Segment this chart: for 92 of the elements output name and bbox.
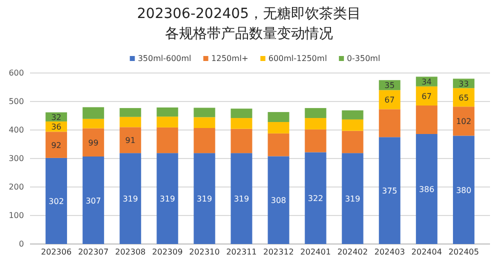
bar: [194, 128, 216, 154]
data-label: 319: [344, 194, 360, 204]
bar: [304, 118, 326, 130]
bar: [82, 156, 104, 244]
y-tick-label: 400: [8, 126, 24, 135]
bar: [156, 153, 178, 244]
bar: [416, 134, 438, 244]
x-tick-label: 202403: [374, 248, 405, 257]
bar: [378, 137, 400, 244]
data-label: 319: [122, 194, 138, 204]
bar: [82, 118, 104, 128]
chart-title: 202306-202405，无糖即饮茶类目: [137, 6, 361, 22]
bar: [156, 107, 178, 117]
data-label: 67: [384, 96, 395, 105]
bar: [268, 122, 290, 134]
bar: [268, 133, 290, 156]
bar: [120, 116, 142, 128]
data-label: 308: [270, 196, 286, 206]
data-label: 319: [160, 194, 176, 204]
bar: [378, 90, 400, 110]
y-tick-label: 0: [18, 240, 24, 249]
bar: [342, 110, 364, 120]
bar: [46, 132, 68, 158]
data-label: 386: [419, 184, 434, 194]
data-label: 380: [456, 186, 472, 195]
bar: [416, 86, 438, 106]
bar: [268, 156, 290, 244]
data-label: 33: [458, 79, 469, 88]
bar: [194, 153, 216, 244]
bar: [230, 108, 252, 118]
data-label: 92: [51, 140, 62, 150]
y-tick-label: 600: [8, 68, 24, 78]
x-tick-label: 202308: [115, 248, 146, 257]
data-label: 32: [51, 112, 62, 122]
bar: [378, 109, 400, 138]
x-tick-label: 202310: [189, 248, 220, 257]
data-label: 102: [456, 117, 472, 126]
bar: [452, 136, 474, 244]
bar: [120, 127, 142, 154]
legend-label: 350ml-600ml: [138, 54, 192, 63]
data-label: 91: [125, 136, 136, 146]
bar: [230, 128, 252, 154]
bar: [342, 130, 364, 154]
x-tick-label: 202312: [263, 248, 294, 257]
x-tick-label: 202405: [448, 248, 479, 257]
y-tick-label: 500: [8, 97, 24, 106]
data-label: 65: [458, 93, 469, 102]
bar: [304, 108, 326, 118]
x-tick-label: 202309: [152, 248, 183, 257]
data-label: 99: [88, 138, 98, 148]
bar: [342, 153, 364, 244]
bar: [120, 108, 142, 117]
x-tick-label: 202311: [226, 248, 257, 257]
data-label: 34: [422, 78, 432, 87]
bar: [304, 152, 326, 244]
bar: [156, 116, 178, 128]
bar: [82, 107, 104, 119]
y-tick-label: 100: [8, 211, 24, 220]
y-tick-label: 200: [8, 182, 24, 192]
bar: [452, 106, 474, 136]
bar: [156, 127, 178, 154]
bar: [194, 108, 216, 118]
data-label: 322: [308, 194, 324, 204]
bar: [304, 129, 326, 152]
data-label: 302: [48, 196, 64, 206]
bar: [230, 153, 252, 244]
x-tick-label: 202401: [300, 248, 331, 257]
bar: [452, 88, 474, 107]
legend-label: 0-350ml: [346, 54, 380, 63]
data-label: 375: [382, 186, 398, 196]
bar: [268, 112, 290, 122]
data-label: 319: [196, 194, 212, 204]
data-label: 307: [86, 196, 101, 206]
x-tick-label: 202307: [78, 248, 109, 257]
bar: [230, 118, 252, 129]
bar: [416, 105, 438, 134]
x-tick-label: 202402: [337, 248, 368, 257]
y-tick-label: 300: [8, 154, 24, 164]
x-tick-label: 202306: [41, 248, 72, 257]
bar: [46, 158, 68, 244]
data-label: 36: [51, 122, 62, 132]
legend-label: 1250ml+: [211, 54, 248, 63]
x-tick-label: 202404: [411, 248, 442, 257]
bar: [82, 128, 104, 157]
data-label: 319: [234, 194, 250, 204]
legend-label: 600ml-1250ml: [268, 54, 327, 63]
bar: [342, 119, 364, 131]
bar: [194, 117, 216, 128]
data-label: 67: [422, 92, 432, 101]
chart-subtitle: 各规格带产品数量变动情况: [165, 26, 333, 42]
bar: [120, 153, 142, 244]
data-label: 35: [384, 81, 395, 90]
